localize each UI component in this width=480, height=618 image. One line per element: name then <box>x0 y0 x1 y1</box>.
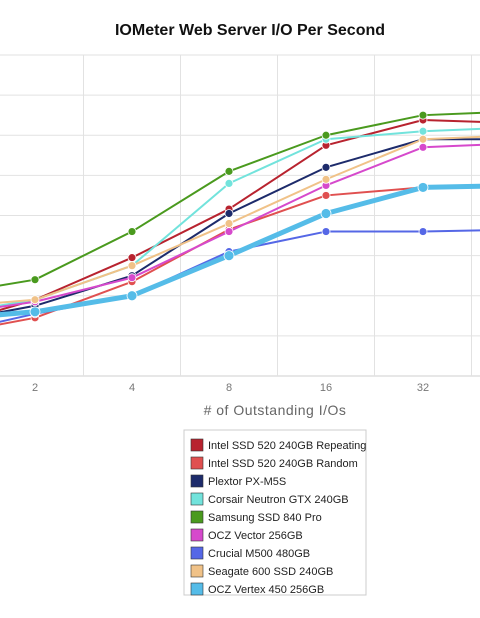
data-point <box>224 219 234 228</box>
legend-swatch <box>190 492 204 506</box>
x-tick-label: 8 <box>226 382 232 394</box>
legend-box <box>183 429 367 596</box>
series-line <box>0 111 480 287</box>
x-tick-label: 32 <box>417 382 429 394</box>
data-point <box>321 191 331 200</box>
legend: Intel SSD 520 240GB Repeating Intel SSD 5… <box>183 429 367 596</box>
data-point <box>224 166 234 176</box>
data-point <box>29 306 41 318</box>
data-point <box>417 182 429 193</box>
plot-grid <box>0 54 480 377</box>
series-0 <box>0 115 480 311</box>
legend-label: Intel SSD 520 240GB Random <box>208 458 358 470</box>
x-tick-label: 2 <box>32 382 38 394</box>
series-8 <box>0 182 480 318</box>
legend-swatch <box>190 474 204 488</box>
data-point <box>321 162 331 172</box>
series-line <box>0 135 480 304</box>
legend-swatch <box>190 546 204 560</box>
data-point <box>30 295 40 305</box>
series-line <box>0 184 480 326</box>
series-line <box>0 119 480 311</box>
data-point <box>30 275 40 285</box>
legend-label: Seagate 600 SSD 240GB <box>208 566 333 578</box>
legend-swatch <box>190 438 204 452</box>
data-point <box>418 126 428 136</box>
legend-label: Intel SSD 520 240GB Repeating <box>208 440 366 452</box>
legend-label: OCZ Vertex 450 256GB <box>208 584 324 596</box>
data-point <box>321 227 331 236</box>
x-tick-label: 4 <box>129 382 135 394</box>
data-point <box>127 261 137 271</box>
legend-swatch <box>190 456 204 470</box>
legend-swatch <box>190 510 204 524</box>
series-layer <box>0 110 480 326</box>
legend-swatch <box>190 564 204 578</box>
legend-label: Corsair Neutron GTX 240GB <box>208 494 349 506</box>
data-point <box>418 110 428 120</box>
legend-swatch <box>190 528 204 542</box>
x-axis-ticks: 2 4 8 16 32 <box>32 382 429 394</box>
data-point <box>418 134 428 144</box>
data-point <box>224 209 234 218</box>
data-point <box>127 227 137 236</box>
data-point <box>127 253 137 263</box>
legend-swatch <box>190 582 204 596</box>
data-point <box>321 174 331 184</box>
series-line <box>0 183 480 318</box>
data-point <box>321 130 331 140</box>
data-point <box>126 290 138 302</box>
data-point <box>418 227 428 236</box>
legend-label: OCZ Vector 256GB <box>208 530 303 542</box>
data-point <box>127 273 137 283</box>
series-4 <box>0 110 480 287</box>
series-7 <box>0 134 480 305</box>
data-point <box>320 208 332 219</box>
chart-title: IOMeter Web Server I/O Per Second <box>115 22 385 39</box>
x-axis-label: # of Outstanding I/Os <box>204 402 347 418</box>
data-point <box>224 178 234 188</box>
series-line <box>0 143 480 308</box>
series-1 <box>0 183 480 326</box>
x-tick-label: 16 <box>320 382 332 394</box>
legend-label: Crucial M500 480GB <box>208 548 310 560</box>
legend-label: Plextor PX-M5S <box>208 476 286 488</box>
data-point <box>418 142 428 152</box>
legend-label: Samsung SSD 840 Pro <box>208 512 322 524</box>
data-point <box>223 250 235 262</box>
data-point <box>224 227 234 236</box>
